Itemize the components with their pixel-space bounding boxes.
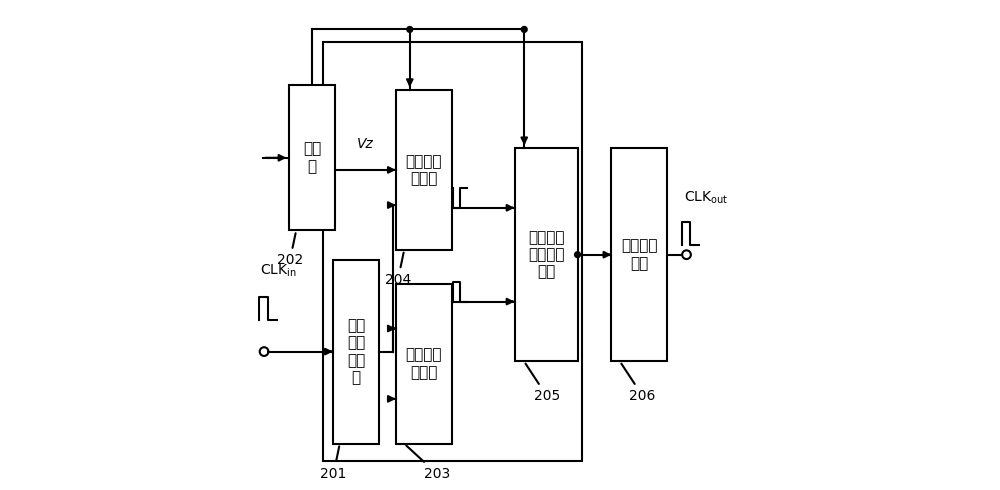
Text: 电荷泵锁
相环: 电荷泵锁 相环 <box>621 239 658 271</box>
Circle shape <box>521 26 527 32</box>
FancyBboxPatch shape <box>396 284 452 443</box>
Text: 上升沿触
发电路: 上升沿触 发电路 <box>405 154 442 186</box>
Text: 204: 204 <box>385 252 411 287</box>
Text: 电荷
泵: 电荷 泵 <box>303 142 321 174</box>
Text: 下降沿触
发电路: 下降沿触 发电路 <box>405 347 442 380</box>
Text: 输出时钟
波形稳定
电路: 输出时钟 波形稳定 电路 <box>528 230 564 280</box>
FancyBboxPatch shape <box>333 260 379 443</box>
FancyBboxPatch shape <box>515 148 578 361</box>
Text: 206: 206 <box>621 364 656 403</box>
Text: 时钟
驱动
放大
器: 时钟 驱动 放大 器 <box>347 318 365 385</box>
Text: 202: 202 <box>277 233 303 268</box>
FancyBboxPatch shape <box>289 85 335 230</box>
Text: 205: 205 <box>526 364 560 403</box>
Text: CLK$_{\mathregular{out}}$: CLK$_{\mathregular{out}}$ <box>684 190 728 206</box>
FancyBboxPatch shape <box>611 148 667 361</box>
Text: 201: 201 <box>320 446 347 481</box>
FancyBboxPatch shape <box>396 90 452 250</box>
Circle shape <box>575 252 580 258</box>
Circle shape <box>407 26 413 32</box>
Text: 203: 203 <box>406 445 450 481</box>
Text: CLK$_{\mathregular{in}}$: CLK$_{\mathregular{in}}$ <box>260 263 297 279</box>
Text: Vz: Vz <box>357 137 374 150</box>
